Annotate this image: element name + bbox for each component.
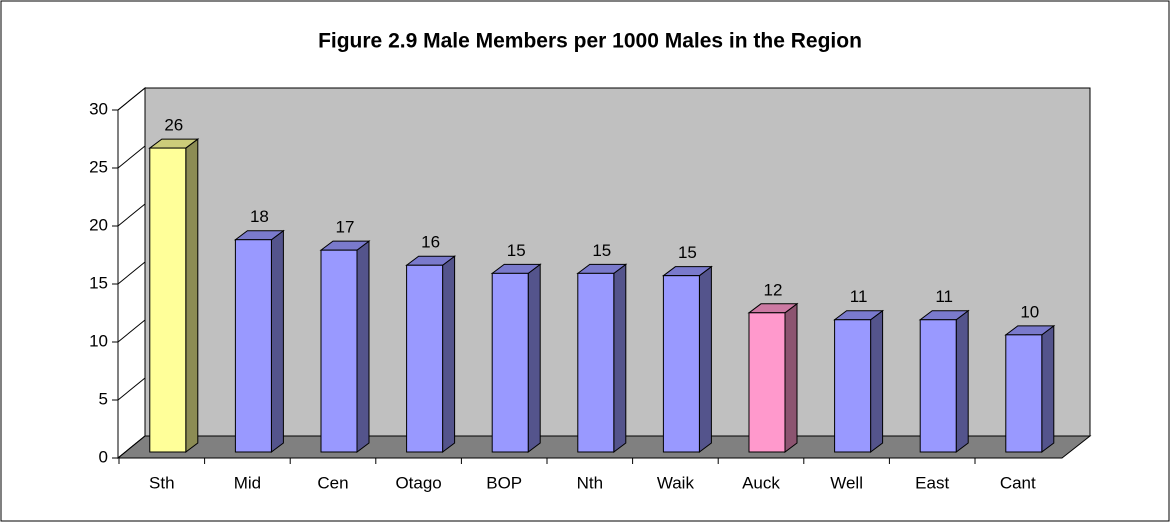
x-tick-label: Nth [577, 473, 603, 492]
y-tick-label: 0 [99, 447, 108, 466]
x-tick-label: Auck [742, 473, 780, 492]
data-label: 11 [935, 287, 953, 306]
side-wall-line [117, 87, 146, 111]
side-wall-line [117, 261, 146, 285]
x-tick-label: East [915, 473, 949, 492]
x-tick-label: Cant [1000, 473, 1036, 492]
chart-title: Figure 2.9 Male Members per 1000 Males i… [318, 30, 862, 53]
bar [577, 272, 615, 453]
x-tick-label: Mid [234, 473, 261, 492]
bar [919, 319, 957, 453]
bar-side [356, 240, 370, 453]
data-label: 26 [164, 116, 183, 135]
bar-side [527, 263, 541, 453]
bar [406, 264, 444, 453]
data-label: 15 [507, 241, 526, 260]
bar [149, 147, 187, 453]
x-tick-label: Otago [395, 473, 441, 492]
bar [662, 275, 700, 453]
bar-side [870, 309, 884, 453]
bar [1005, 334, 1043, 453]
bar-side [442, 255, 456, 453]
bar [834, 319, 872, 453]
side-wall-line [117, 145, 146, 169]
side-wall-line [117, 377, 146, 401]
bar-side [698, 265, 712, 453]
data-label: 12 [764, 280, 783, 299]
data-label: 18 [250, 207, 269, 226]
bar-side [1041, 324, 1055, 453]
bar [234, 239, 272, 453]
side-wall-line [117, 319, 146, 343]
data-label: 15 [592, 241, 611, 260]
bar [320, 249, 358, 453]
y-tick-label: 20 [89, 215, 108, 234]
bar-side [784, 302, 798, 453]
y-tick-label: 10 [89, 331, 108, 350]
y-tick-label: 25 [89, 157, 108, 176]
bar [748, 312, 786, 453]
bar-side [270, 229, 284, 453]
bar [491, 272, 529, 453]
y-tick-label: 15 [89, 273, 108, 292]
y-tick-label: 5 [99, 389, 108, 408]
data-label: 11 [850, 287, 868, 306]
x-tick-label: Sth [149, 473, 175, 492]
x-tick-label: BOP [486, 473, 522, 492]
x-tick-label: Cen [317, 473, 348, 492]
x-tick-label: Waik [657, 473, 695, 492]
data-label: 15 [678, 243, 697, 262]
side-wall-line [117, 435, 146, 459]
data-label: 16 [421, 233, 440, 252]
side-wall-line [117, 203, 146, 227]
bar-side [955, 309, 969, 453]
data-label: 17 [336, 218, 355, 237]
bar-side [185, 138, 199, 453]
bar-side [613, 263, 627, 453]
y-tick-label: 30 [89, 99, 108, 118]
x-tick-label: Well [830, 473, 863, 492]
data-label: 10 [1020, 302, 1039, 321]
